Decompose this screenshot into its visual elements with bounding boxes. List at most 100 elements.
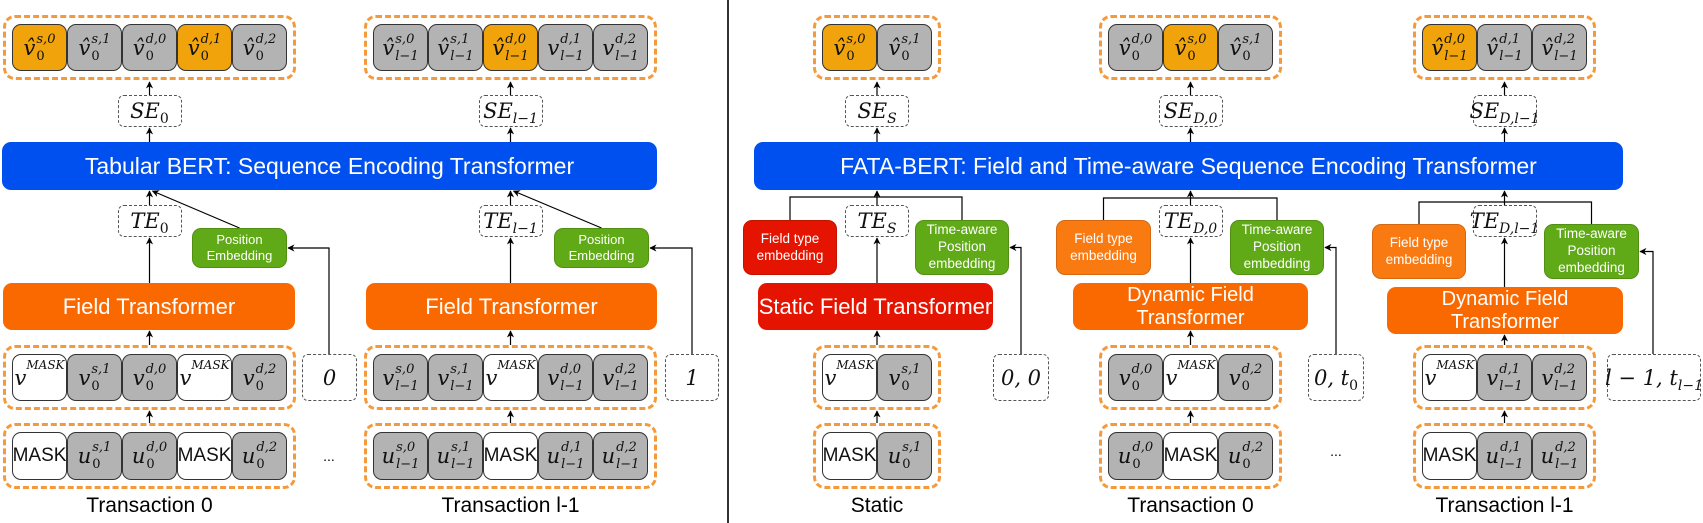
position-value-box: 1: [665, 354, 719, 401]
math-expression: TE l−1: [483, 209, 537, 237]
raw-input-cell: u d,0 0: [122, 432, 177, 480]
raw-input-group: [1413, 423, 1596, 489]
math-expression: u d,2 0: [241, 441, 277, 471]
embedding-merge-line: [789, 196, 963, 220]
masked-input-cell: v d,2 l−1: [593, 354, 648, 401]
math-scripts: d,0 0: [145, 31, 167, 63]
masked-input-cell: v d,2 l−1: [1532, 354, 1587, 401]
math-expression: v s,1 0: [79, 363, 111, 394]
arrow-position-value-to-embedding: [1009, 243, 1022, 354]
group-label: Transaction l-1: [441, 494, 580, 517]
masked-input-cell: v s,0 l−1: [373, 354, 428, 401]
output-cell: v̂ s,0 0: [12, 24, 67, 71]
math-subscript: 0: [1242, 457, 1251, 472]
math-subscript: 0: [91, 378, 100, 394]
math-superscript: d,0: [145, 361, 167, 377]
math-superscript: d,1: [1499, 361, 1520, 377]
output-group: [364, 15, 657, 80]
math-superscript: d,2: [615, 361, 636, 377]
raw-input-group: [364, 423, 657, 489]
math-scripts: s,1 0: [92, 441, 111, 471]
math-subscript: 0: [91, 48, 100, 64]
masked-input-group: [1099, 345, 1282, 410]
math-subscript: l−1: [1444, 48, 1468, 64]
math-expression: v̂ d,0 0: [133, 31, 167, 63]
math-expression: v̂ s,0 0: [1174, 33, 1207, 63]
math-base: v̂: [78, 35, 91, 60]
math-subscript: l−1: [395, 378, 419, 394]
math-base: v: [132, 365, 145, 390]
math-base: v̂: [23, 35, 36, 60]
math-base: v̂: [1229, 35, 1242, 60]
math-expression: v̂ s,1 l−1: [437, 33, 473, 63]
raw-input-cell: u s,1 0: [877, 432, 932, 480]
math-expression: u s,1 l−1: [437, 441, 475, 472]
masked-input-cell: v MASK: [12, 354, 67, 401]
position-value-box: l − 1, t l−1: [1605, 354, 1703, 401]
math-superscript: d,2: [1241, 361, 1263, 377]
math-scripts: s,1 0: [901, 363, 920, 393]
math-expression: u d,0 0: [1117, 441, 1153, 471]
math-subscript: l−1: [451, 457, 475, 472]
math-expression: MASK: [823, 445, 877, 467]
math-subscript: 0: [1131, 48, 1140, 64]
masked-input-cell: v s,1 0: [67, 354, 122, 401]
math-scripts: d,2 0: [255, 31, 277, 64]
math-expression: u d,2 0: [1228, 440, 1264, 472]
arrow-position-embedding-to-bar: [151, 190, 240, 229]
masked-input-group: [1413, 345, 1596, 410]
math-base: v: [1486, 365, 1499, 390]
math-base: SE: [1163, 99, 1194, 123]
output-cell: v̂ d,0 l−1: [483, 24, 538, 71]
masked-input-group: [813, 345, 941, 410]
math-expression: v̂ s,0 l−1: [382, 33, 419, 64]
math-scripts: d,0 l−1: [505, 33, 528, 63]
math-base: u: [241, 444, 256, 468]
math-base: SE: [130, 99, 160, 123]
math-superscript: d,0: [145, 31, 167, 47]
math-superscript: d,2: [1242, 440, 1264, 455]
math-subscript: D,0: [1193, 111, 1218, 127]
math-scripts: s,1 0: [91, 33, 110, 64]
math-expression: TE S: [858, 209, 897, 237]
arrow-position-value-to-embedding: [1324, 243, 1337, 354]
math-scripts: d,2 0: [1242, 440, 1264, 472]
math-base: v: [1541, 365, 1554, 390]
math-base: v: [602, 35, 615, 60]
raw-input-cell: u d,2 l−1: [593, 432, 648, 480]
output-group: [3, 15, 296, 80]
math-base: 0: [322, 365, 337, 390]
math-subscript: 0: [255, 48, 264, 64]
math-expression: v d,0 0: [1119, 363, 1153, 393]
math-expression: u d,2 l−1: [601, 440, 640, 471]
math-subscript: 0: [36, 48, 45, 64]
math-scripts: d,1 l−1: [1500, 441, 1523, 471]
math-base: u: [381, 444, 396, 468]
math-subscript: l−1: [1499, 378, 1523, 394]
math-superscript: d,2: [255, 31, 277, 47]
math-base: u: [601, 444, 616, 468]
math-base: u: [1485, 444, 1500, 468]
math-scripts: d,2 l−1: [615, 361, 638, 393]
math-scripts: d,2 l−1: [616, 440, 639, 471]
math-scripts: d,2 l−1: [1554, 363, 1577, 393]
math-superscript: d,2: [616, 440, 637, 455]
math-scripts: s,1 0: [901, 33, 920, 63]
math-base: v̂: [1431, 35, 1444, 60]
math-expression: v̂ d,0 l−1: [492, 33, 528, 63]
math-expression: MASK: [1164, 445, 1218, 467]
output-cell: v d,1 l−1: [538, 24, 593, 71]
math-superscript: d,0: [1131, 31, 1153, 47]
math-expression: u d,2 l−1: [1541, 441, 1579, 471]
math-base: u: [1117, 444, 1132, 468]
math-subscript: l−1: [395, 48, 419, 64]
output-cell: v̂ s,1 0: [1218, 24, 1273, 71]
math-base: v: [242, 365, 255, 390]
math-expression: v MASK: [1165, 358, 1215, 390]
math-superscript: d,0: [560, 361, 581, 377]
math-subscript: 0: [1241, 378, 1250, 394]
output-group: [1099, 15, 1282, 80]
math-base: v̂: [1174, 35, 1187, 60]
